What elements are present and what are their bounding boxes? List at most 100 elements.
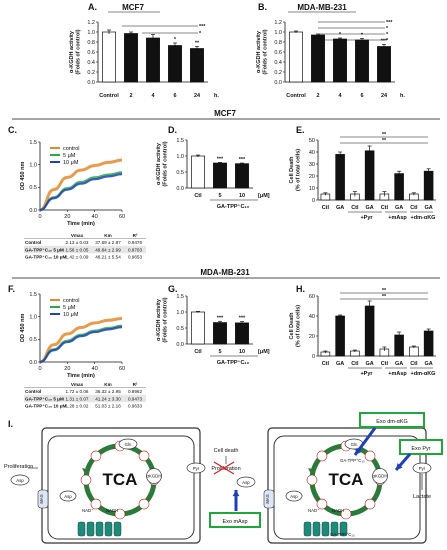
panel-g-bar xyxy=(213,322,227,345)
panel-f-table-cell: 36.32 ± 2.95 xyxy=(95,389,121,394)
diagram-left-etc-complex xyxy=(113,521,122,537)
panel-a-category-label: 2 xyxy=(129,93,132,99)
panel-e-group-label: +mAsp xyxy=(388,215,407,221)
panel-c-xtick-label: 40 xyxy=(92,214,98,220)
panel-c-table-cell: 0.9476 xyxy=(128,240,142,245)
panel-c-ytick-label: 0.0 xyxy=(29,208,37,214)
panel-f-table-header: R² xyxy=(133,382,138,387)
panel-f-ylabel-line: OD 450 nm xyxy=(20,314,26,343)
panel-a-sig-star: *** xyxy=(199,24,206,30)
panel-c-xlabel: Time (min) xyxy=(67,221,95,227)
exo-pyr-arrow-head xyxy=(396,463,403,470)
panel-c-ytick-label: 0.5 xyxy=(29,185,37,191)
panel-c-table-cell: Control xyxy=(25,240,41,245)
panel-g-ytick-label: 1.0 xyxy=(176,310,184,316)
diagram-left-cell-membrane xyxy=(41,427,201,544)
panel-f-ytick-label: 1.0 xyxy=(29,314,37,320)
diagram-left-metabolite-node xyxy=(80,474,92,486)
panel-a-ytick-label: 0.2 xyxy=(87,70,95,76)
panel-c-table-cell: 2.13 ± 0.03 xyxy=(66,240,89,245)
panel-d-significance-star: *** xyxy=(217,156,224,162)
panel-e-category-label: GA xyxy=(425,205,433,211)
panel-c-ylabel-line: OD 450 nm xyxy=(20,162,26,191)
panel-d-category-label: 5 xyxy=(218,193,221,199)
panel-b-significance-star: * xyxy=(361,33,364,39)
panel-letter-f: F. xyxy=(8,284,15,294)
panel-d-ytick-label: 0.5 xyxy=(176,170,184,176)
panel-b-title: MDA-MB-231 xyxy=(297,3,347,12)
panel-h-category-label: Ctl xyxy=(410,361,418,367)
panel-a-ytick-label: 0.4 xyxy=(87,60,95,66)
diagram-right-akgdh-label: αKGDH xyxy=(373,474,388,479)
panel-letter-a: A. xyxy=(88,2,97,12)
diagram-left-pyr-node xyxy=(186,462,206,474)
diagram-right-metabolite-node xyxy=(316,498,328,510)
panel-c-table-cell: 1.56 ± 0.05 xyxy=(66,247,89,252)
panel-h-ylabel-line: (% of total cells) xyxy=(296,305,302,347)
panel-a-title: MCF7 xyxy=(122,3,144,12)
panel-a-ylabel: α-KGDH activity (Folds of control) xyxy=(69,29,82,74)
panel-d-ytick-label: 1.5 xyxy=(176,138,184,144)
diagram-right-metabolite-node xyxy=(364,450,376,462)
panel-b-bar xyxy=(289,31,303,83)
diagram-left-mas-box xyxy=(37,489,49,509)
panel-h-ylabel-line: Cell Death xyxy=(289,312,295,340)
panel-g-ytick-label: 0.5 xyxy=(176,326,184,332)
panel-e-group-label: +dm-αKG xyxy=(411,215,436,221)
panel-e-category-label: Ctl xyxy=(381,205,389,211)
diagram-left-asp-out: Asp xyxy=(16,478,24,483)
panel-f-table-cell: 1.28 ± 0.02 xyxy=(66,404,89,409)
panel-h-category-label: GA xyxy=(395,361,403,367)
panel-b-sig-star: *** xyxy=(386,20,393,26)
diagram-left-gln-node xyxy=(118,438,138,450)
panel-b-sig-star: * xyxy=(386,32,389,38)
diagram-left-akgdh-node xyxy=(146,468,162,484)
panel-a-ylabel-line: (Folds of control) xyxy=(76,29,82,74)
panel-b-sig-star: * xyxy=(386,26,389,32)
panel-d-category-label: 10 xyxy=(239,193,245,199)
panel-h-bar xyxy=(423,330,434,357)
panel-b-ytick-label: 0.2 xyxy=(274,70,282,76)
panel-b-ytick-label: 1.0 xyxy=(274,30,282,36)
panel-d-ylabel-line: α-KGDH activity xyxy=(156,142,162,185)
diagram-left-mas-label: MAS xyxy=(39,494,44,503)
panel-letter-c: C. xyxy=(8,125,17,135)
diagram-left-metabolite-node xyxy=(114,508,126,520)
panel-d-drug-label: GA-TPP⁺C₁₀ xyxy=(217,203,250,210)
diagram-right-etc-complex xyxy=(339,521,348,537)
diagram-right-tca-label: TCA xyxy=(329,470,364,489)
diagram-left-asp-out-node xyxy=(10,474,30,486)
panel-letter-e: E. xyxy=(296,125,305,135)
panel-f-series-line xyxy=(39,316,123,364)
panel-b-ytick-label: 1.2 xyxy=(274,20,282,26)
panel-a-sig-star: * xyxy=(199,31,202,37)
panel-h-bar xyxy=(364,305,375,357)
panel-b-category-label: 6 xyxy=(360,93,363,99)
panel-f-xtick-label: 20 xyxy=(64,366,70,372)
panel-letter-g: G. xyxy=(168,284,178,294)
diagram-left-akgdh-label: αKGDH xyxy=(147,474,162,479)
diagram-right-cell-death: Cell death xyxy=(214,448,239,454)
panel-h-ytick-label: 40 xyxy=(309,314,315,320)
diagram-right-cell-membrane xyxy=(267,427,427,544)
panel-c-legend-label: control xyxy=(63,146,80,152)
panel-h-group-label: +dm-αKG xyxy=(411,371,436,377)
panel-e-group-label: +Pyr xyxy=(360,215,373,221)
panel-g-category-label: 10 xyxy=(239,349,245,355)
diagram-right-mitochondrion xyxy=(273,435,421,540)
panel-h-sig-star: ** xyxy=(382,294,387,300)
diagram-right-pyr-node xyxy=(412,462,432,474)
panel-d-significance-star: *** xyxy=(239,157,246,163)
panel-g-category-label: Ctl xyxy=(194,349,202,355)
diagram-right-etc-complex xyxy=(330,521,339,537)
panel-letter-h: H. xyxy=(296,284,305,294)
diagram-right-asp-out-node xyxy=(236,476,256,488)
panel-f-xtick-label: 0 xyxy=(38,366,41,372)
diagram-left-metabolite-node xyxy=(138,498,150,510)
diagram-right-etc-complex xyxy=(303,521,312,537)
panel-c-series-line xyxy=(39,173,123,212)
panel-f-table-header: Km xyxy=(104,382,111,387)
panel-g-ytick-label: 0.0 xyxy=(176,342,184,348)
panel-e-bar xyxy=(335,154,345,201)
